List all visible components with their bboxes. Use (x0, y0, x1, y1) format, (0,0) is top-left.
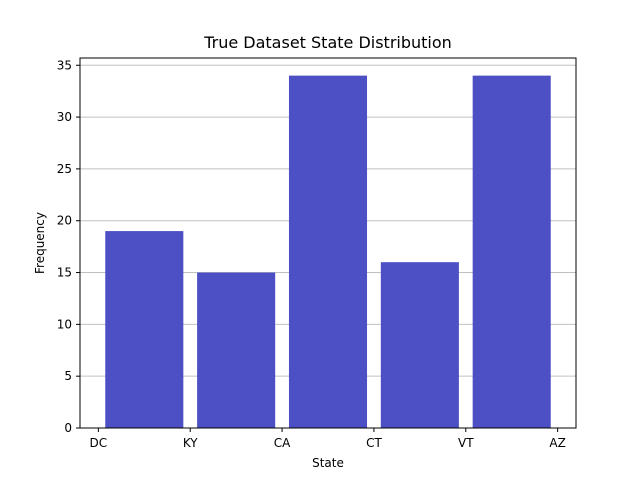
chart-title: True Dataset State Distribution (203, 33, 452, 52)
y-axis: 0 5 10 15 20 25 30 35 (57, 58, 80, 435)
x-tick-label-vt: VT (458, 436, 474, 450)
bar-ky-ca (197, 272, 276, 428)
y-tick-label: 15 (57, 266, 72, 280)
x-tick-label-dc: DC (90, 436, 108, 450)
y-tick-label: 25 (57, 162, 72, 176)
x-tick-label-az: AZ (549, 436, 565, 450)
x-axis: DC KY CA CT VT AZ (90, 428, 566, 450)
y-axis-label: Frequency (33, 212, 47, 274)
bar-ca-ct (288, 75, 368, 428)
x-tick-label-ky: KY (183, 436, 198, 450)
bar-vt-az (472, 75, 551, 428)
bars-layer (105, 75, 551, 428)
x-tick-label-ca: CA (274, 436, 291, 450)
y-tick-label: 30 (57, 110, 72, 124)
x-tick-label-ct: CT (366, 436, 382, 450)
x-axis-label: State (312, 456, 344, 470)
bar-ct-vt (380, 262, 459, 428)
y-tick-label: 10 (57, 317, 72, 331)
y-tick-label: 35 (57, 58, 72, 72)
y-tick-label: 20 (57, 214, 72, 228)
y-tick-label: 5 (64, 369, 72, 383)
plot-frame (79, 57, 577, 429)
y-tick-label: 0 (64, 421, 72, 435)
bar-dc-ky (105, 231, 184, 428)
